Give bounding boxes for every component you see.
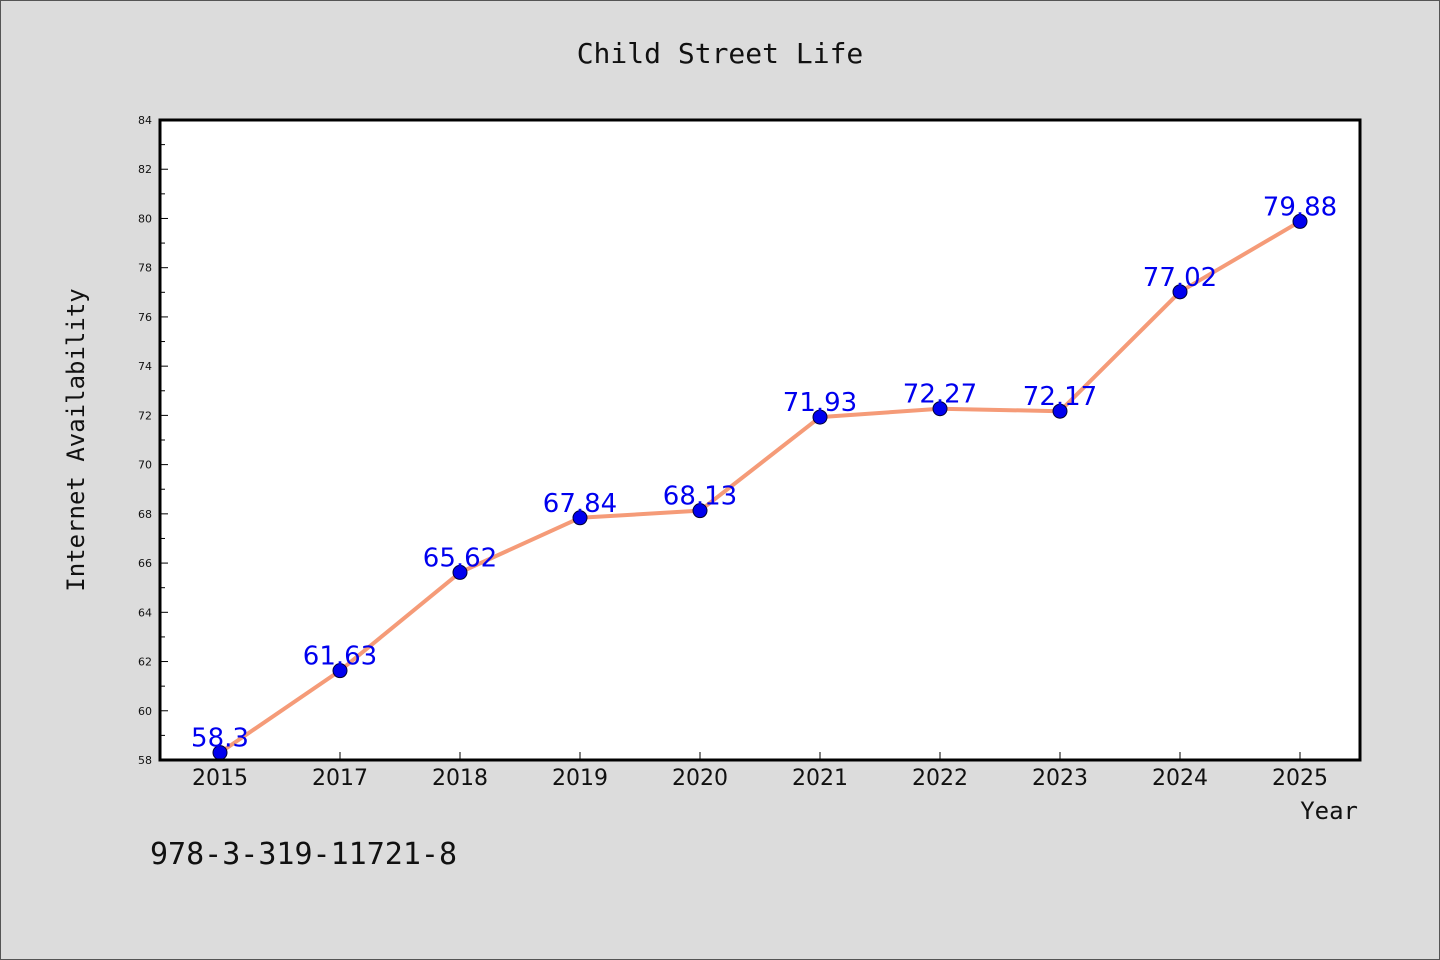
- data-label: 79.88: [1263, 192, 1337, 222]
- y-tick-label: 62: [138, 656, 152, 669]
- y-axis: 58 60 62 64 66 68 70 72 74 76 78 80 82 84: [138, 114, 168, 767]
- series-line: [218, 219, 1302, 755]
- data-point: [332, 663, 348, 679]
- x-axis: 2015 2017 2018 2019 2020 2021 2022 2023 2024 2025: [192, 752, 1328, 791]
- y-tick-label: 60: [138, 705, 152, 718]
- x-tick-label: 2022: [912, 766, 968, 791]
- y-tick-label: 68: [138, 508, 152, 521]
- x-tick-label: 2017: [312, 766, 368, 791]
- x-tick-label: 2015: [192, 766, 248, 791]
- data-label: 77.02: [1143, 263, 1217, 293]
- data-label: 67.84: [543, 489, 617, 519]
- x-tick-label: 2025: [1272, 766, 1328, 791]
- chart-title: Child Street Life: [577, 37, 864, 70]
- x-axis-title: Year: [1300, 797, 1358, 825]
- y-tick-label: 78: [138, 262, 152, 275]
- series-layer: 58.3 61.63 65.62 67.84 68.13 71.93 72.27 72.17 7…: [191, 192, 1337, 761]
- y-tick-label: 64: [138, 606, 152, 619]
- y-tick-label: 84: [138, 114, 152, 127]
- y-tick-label: 76: [138, 311, 152, 324]
- x-tick-label: 2020: [672, 766, 728, 791]
- data-point: [1172, 284, 1188, 300]
- data-point: [812, 409, 828, 425]
- y-axis-title: Internet Availability: [62, 288, 90, 591]
- data-label: 58.3: [191, 724, 249, 754]
- data-point: [1052, 403, 1068, 419]
- isbn-annotation: 978-3-319-11721-8: [150, 837, 457, 872]
- x-tick-label: 2023: [1032, 766, 1088, 791]
- y-tick-label: 80: [138, 212, 152, 225]
- plot-frame: [158, 118, 1362, 762]
- data-label: 68.13: [663, 482, 737, 512]
- data-point: [932, 401, 948, 417]
- data-label: 65.62: [423, 543, 497, 573]
- data-label: 61.63: [303, 642, 377, 672]
- y-tick-label: 74: [138, 360, 152, 373]
- data-label: 72.27: [903, 380, 977, 410]
- data-label: 71.93: [783, 388, 857, 418]
- x-tick-label: 2019: [552, 766, 608, 791]
- data-point: [452, 564, 468, 580]
- x-tick-label: 2018: [432, 766, 488, 791]
- data-point: [692, 503, 708, 519]
- y-tick-label: 66: [138, 557, 152, 570]
- y-tick-label: 58: [138, 754, 152, 767]
- data-point: [1292, 213, 1308, 229]
- data-label: 72.17: [1023, 382, 1097, 412]
- y-tick-label: 70: [138, 459, 152, 472]
- data-point: [572, 510, 588, 526]
- y-tick-label: 72: [138, 409, 152, 422]
- x-tick-label: 2021: [792, 766, 848, 791]
- x-tick-label: 2024: [1152, 766, 1208, 791]
- y-tick-label: 82: [138, 163, 152, 176]
